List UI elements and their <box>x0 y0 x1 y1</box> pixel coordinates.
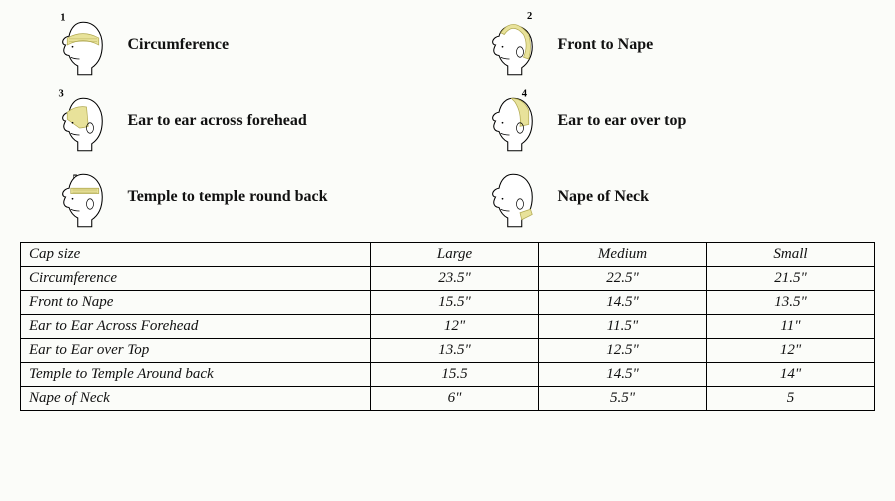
diagram-number: 3 <box>58 89 63 100</box>
cell-value: 22.5" <box>539 267 707 291</box>
head-ear-forehead-icon: 3 <box>48 86 118 156</box>
diagram-label: Ear to ear over top <box>558 112 687 130</box>
cell-value: 12.5" <box>539 339 707 363</box>
head-nape-icon: 6 <box>478 162 548 232</box>
diagram-label: Temple to temple round back <box>128 188 328 206</box>
diagram-number: 4 <box>521 89 527 100</box>
cell-value: 5 <box>707 387 875 411</box>
diagram-front-to-nape: 2 Front to Nape <box>478 10 848 80</box>
cell-value: 14.5" <box>539 291 707 315</box>
diagram-label: Circumference <box>128 36 230 54</box>
diagram-circumference: 1 Circumference <box>48 10 418 80</box>
cell-label: Ear to Ear over Top <box>21 339 371 363</box>
diagram-number: 1 <box>60 13 65 24</box>
diagram-number: 2 <box>527 11 532 22</box>
cell-label: Temple to Temple Around back <box>21 363 371 387</box>
cell-value: 23.5" <box>371 267 539 291</box>
diagram-ear-overtop: 4 Ear to ear over top <box>478 86 848 156</box>
cell-value: 14" <box>707 363 875 387</box>
measurement-diagrams: 1 Circumference 2 <box>48 10 848 232</box>
cell-value: 6" <box>371 387 539 411</box>
cell-value: 11" <box>707 315 875 339</box>
table-row: Front to Nape 15.5" 14.5" 13.5" <box>21 291 875 315</box>
diagram-nape: 6 Nape of Neck <box>478 162 848 232</box>
header-small: Small <box>707 243 875 267</box>
diagram-label: Front to Nape <box>558 36 654 54</box>
diagram-label: Ear to ear across forehead <box>128 112 307 130</box>
table-header-row: Cap size Large Medium Small <box>21 243 875 267</box>
diagram-label: Nape of Neck <box>558 188 650 206</box>
cell-value: 14.5" <box>539 363 707 387</box>
cell-value: 13.5" <box>707 291 875 315</box>
cell-value: 13.5" <box>371 339 539 363</box>
header-medium: Medium <box>539 243 707 267</box>
cell-value: 15.5 <box>371 363 539 387</box>
diagram-ear-forehead: 3 Ear to ear across forehead <box>48 86 418 156</box>
cell-value: 21.5" <box>707 267 875 291</box>
cell-value: 12" <box>707 339 875 363</box>
page-root: 1 Circumference 2 <box>0 0 895 501</box>
cell-label: Nape of Neck <box>21 387 371 411</box>
cap-size-table: Cap size Large Medium Small Circumferenc… <box>20 242 875 411</box>
head-temple-round-icon: 5 <box>48 162 118 232</box>
cell-value: 5.5" <box>539 387 707 411</box>
table-row: Ear to Ear over Top 13.5" 12.5" 12" <box>21 339 875 363</box>
cell-label: Front to Nape <box>21 291 371 315</box>
head-circumference-icon: 1 <box>48 10 118 80</box>
cell-value: 12" <box>371 315 539 339</box>
header-cap-size: Cap size <box>21 243 371 267</box>
table-row: Circumference 23.5" 22.5" 21.5" <box>21 267 875 291</box>
table-row: Ear to Ear Across Forehead 12" 11.5" 11" <box>21 315 875 339</box>
table-row: Temple to Temple Around back 15.5 14.5" … <box>21 363 875 387</box>
cell-value: 15.5" <box>371 291 539 315</box>
cell-label: Circumference <box>21 267 371 291</box>
header-large: Large <box>371 243 539 267</box>
diagram-temple-round: 5 Temple to temple round back <box>48 162 418 232</box>
head-front-to-nape-icon: 2 <box>478 10 548 80</box>
table-row: Nape of Neck 6" 5.5" 5 <box>21 387 875 411</box>
head-ear-overtop-icon: 4 <box>478 86 548 156</box>
cell-value: 11.5" <box>539 315 707 339</box>
cell-label: Ear to Ear Across Forehead <box>21 315 371 339</box>
